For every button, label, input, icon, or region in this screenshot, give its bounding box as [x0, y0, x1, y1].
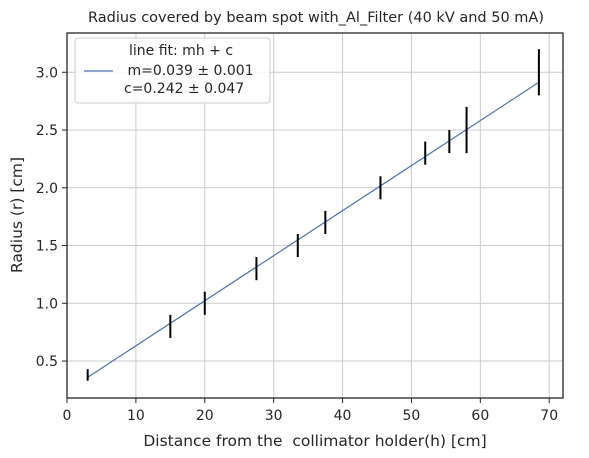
x-tick-label: 50 — [403, 408, 421, 424]
grid — [66, 33, 563, 398]
y-tick-label: 0.5 — [36, 354, 58, 370]
legend-title: line fit: mh + c — [129, 43, 233, 59]
chart-title: Radius covered by beam spot with_Al_Filt… — [88, 10, 544, 26]
x-tick-label: 10 — [127, 408, 145, 424]
y-tick-label: 3.0 — [36, 65, 58, 81]
legend: line fit: mh + c m=0.039 ± 0.001 c=0.242… — [74, 37, 271, 104]
x-tick-label: 70 — [540, 408, 558, 424]
legend-entry-c: c=0.242 ± 0.047 — [124, 81, 244, 97]
x-ticks-group: 0 10 20 30 40 50 60 70 — [63, 398, 558, 424]
y-axis-label: Radius (r) [cm] — [8, 157, 26, 273]
legend-box — [74, 37, 271, 104]
y-tick-label: 2.5 — [36, 123, 58, 139]
x-tick-label: 0 — [63, 408, 72, 424]
legend-entry-m: m=0.039 ± 0.001 — [123, 63, 254, 79]
x-tick-label: 20 — [196, 408, 214, 424]
error-bars-group — [86, 49, 540, 381]
plot-frame — [66, 32, 564, 399]
x-axis-label: Distance from the collimator holder(h) [… — [143, 432, 486, 450]
y-tick-label: 2.0 — [36, 181, 58, 197]
fit-line — [87, 81, 540, 378]
x-tick-label: 30 — [265, 408, 283, 424]
fit-line-group — [87, 81, 540, 378]
y-tick-label: 1.0 — [36, 296, 58, 312]
x-tick-label: 40 — [334, 408, 352, 424]
y-tick-label: 1.5 — [36, 239, 58, 255]
y-ticks-group: 0.5 1.0 1.5 2.0 2.5 3.0 — [36, 65, 67, 370]
x-tick-label: 60 — [471, 408, 489, 424]
